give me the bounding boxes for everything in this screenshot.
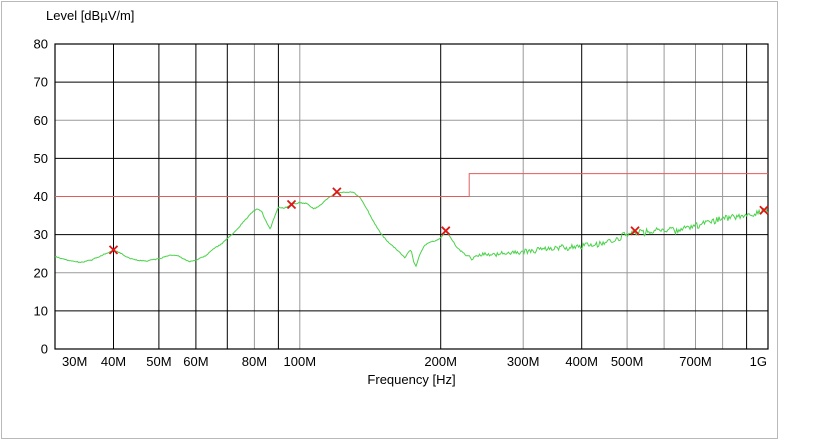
x-tick-label: 500M: [611, 354, 644, 369]
x-tick-label: 30M: [62, 354, 87, 369]
y-tick-label: 30: [34, 227, 48, 242]
peak-marker-x-icon: [286, 199, 297, 210]
y-tick-label: 80: [34, 37, 48, 52]
y-tick-label: 0: [41, 342, 48, 357]
peak-marker-x-icon: [108, 245, 119, 255]
y-tick-label: 70: [34, 75, 48, 90]
x-tick-label: 50M: [146, 354, 171, 369]
y-tick-label: 20: [34, 265, 48, 280]
peak-marker-x-icon: [441, 226, 451, 236]
panel-frame: [1, 1, 778, 439]
y-tick-label: 50: [34, 151, 48, 166]
x-tick-label: 40M: [101, 354, 126, 369]
y-axis-title: Level [dBµV/m]: [46, 8, 135, 23]
x-tick-label: 80M: [242, 354, 267, 369]
peak-marker-x-icon: [630, 226, 640, 236]
limit-line: [55, 173, 768, 197]
y-tick-label: 10: [34, 303, 48, 318]
x-tick-label: 60M: [183, 354, 208, 369]
x-tick-label: 200M: [424, 354, 457, 369]
x-tick-label: 400M: [565, 354, 598, 369]
y-tick-label: 40: [34, 189, 48, 204]
y-tick-label: 60: [34, 113, 48, 128]
x-tick-label: 700M: [679, 354, 712, 369]
x-tick-label: 1G: [750, 354, 767, 369]
x-tick-label: 300M: [507, 354, 540, 369]
peak-marker-x-icon: [759, 205, 769, 215]
measurement-trace: [54, 191, 769, 268]
peak-marker-x-icon: [332, 187, 342, 197]
x-tick-label: 100M: [284, 354, 317, 369]
x-axis-title: Frequency [Hz]: [367, 372, 456, 387]
